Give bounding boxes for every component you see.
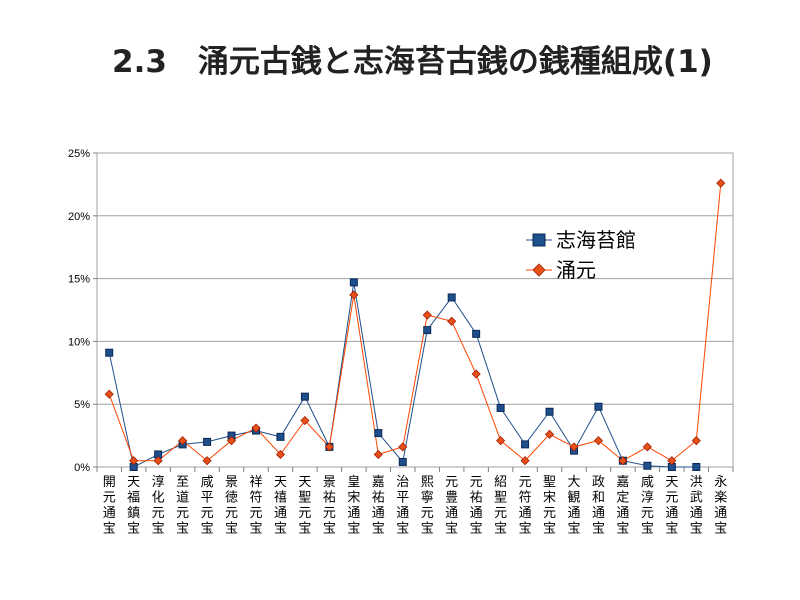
x-axis-ticks: 開元通宝天福鎮宝淳化元宝至道元宝咸平元宝景徳元宝祥符元宝天禧通宝天聖元宝景祐元宝… <box>103 474 728 537</box>
x-tick-label: 天福鎮宝 <box>127 475 140 537</box>
data-point-diamond <box>349 290 359 300</box>
x-tick-label: 大観通宝 <box>567 475 580 537</box>
data-point-diamond <box>275 449 286 460</box>
data-point-diamond <box>642 442 652 452</box>
x-tick-label: 景祐元宝 <box>323 475 336 537</box>
x-tick-label: 嘉定通宝 <box>616 475 629 537</box>
slide-title: 2.3 涌元古銭と志海苔古銭の銭種組成(1) <box>112 44 713 80</box>
data-point-diamond <box>422 310 432 320</box>
data-point-diamond <box>178 436 188 446</box>
gridlines <box>93 152 734 472</box>
x-tick-label: 熙寧元宝 <box>421 475 434 537</box>
data-point-square <box>545 407 554 416</box>
data-point-diamond <box>398 442 408 452</box>
x-tick-label: 至道元宝 <box>176 475 189 537</box>
x-tick-label: 皇宋通宝 <box>347 475 360 537</box>
x-tick-label: 咸平元宝 <box>201 475 214 537</box>
data-point-square <box>643 461 652 470</box>
data-point-square <box>374 429 383 438</box>
x-tick-label: 洪武通宝 <box>690 475 703 537</box>
data-point-diamond <box>129 456 139 466</box>
x-tick-label: 紹聖元宝 <box>494 475 507 537</box>
y-tick-label: 5% <box>74 399 90 411</box>
data-point-diamond <box>251 423 261 433</box>
x-tick-label: 天元通宝 <box>665 475 678 537</box>
data-point-diamond <box>716 178 726 188</box>
data-point-diamond <box>496 436 506 446</box>
data-point-square <box>300 392 309 401</box>
series-line-1 <box>108 282 697 468</box>
x-tick-label: 治平通宝 <box>396 475 409 537</box>
data-point-diamond <box>300 415 310 426</box>
data-point-diamond <box>324 442 334 452</box>
data-point-diamond <box>520 456 530 466</box>
data-point-square <box>594 402 603 411</box>
data-point-diamond <box>471 369 481 379</box>
data-point-diamond <box>226 436 237 446</box>
legend-diamond-icon <box>532 263 546 277</box>
data-point-diamond <box>447 316 457 326</box>
x-tick-label: 聖宋元宝 <box>543 475 556 537</box>
legend-label: 志海苔館 <box>556 228 636 252</box>
x-tick-label: 咸淳元宝 <box>641 475 654 537</box>
data-point-diamond <box>373 449 383 460</box>
data-point-square <box>692 463 701 471</box>
x-tick-label: 祥符元宝 <box>249 475 262 537</box>
data-point-diamond <box>153 456 163 466</box>
x-tick-label: 元豊通宝 <box>445 475 458 537</box>
data-point-square <box>472 329 481 338</box>
y-tick-label: 25% <box>68 148 90 160</box>
data-point-square <box>276 432 285 441</box>
data-point-square <box>105 348 114 357</box>
data-point-square <box>203 437 212 446</box>
data-point-diamond <box>104 389 114 399</box>
y-tick-label: 15% <box>68 274 90 286</box>
data-point-square <box>496 403 505 412</box>
y-axis-ticks: 0% 5% 10% 15% 20% 25% <box>68 148 90 474</box>
x-tick-label: 開元通宝 <box>103 475 116 537</box>
data-point-diamond <box>593 436 604 446</box>
data-point-diamond <box>544 429 555 439</box>
y-tick-label: 20% <box>68 211 90 223</box>
y-tick-label: 10% <box>68 336 90 348</box>
data-point-diamond <box>569 442 579 452</box>
data-point-square <box>447 293 456 302</box>
data-point-diamond <box>618 456 628 466</box>
x-tick-label: 元祐通宝 <box>470 475 483 537</box>
plot-area <box>96 152 734 468</box>
data-point-diamond <box>667 456 677 466</box>
data-point-square <box>349 278 358 287</box>
series-markers <box>104 178 726 471</box>
data-point-diamond <box>202 456 212 466</box>
x-tick-label: 元符通宝 <box>519 475 532 537</box>
y-tick-label: 0% <box>74 462 90 474</box>
legend-label: 涌元 <box>556 258 596 282</box>
legend-square-icon <box>532 233 546 247</box>
data-point-square <box>423 326 432 335</box>
data-point-diamond <box>691 436 701 446</box>
x-tick-label: 嘉祐通宝 <box>372 475 385 537</box>
series-lines <box>108 183 722 468</box>
x-tick-label: 天禧通宝 <box>274 475 287 537</box>
x-tick-label: 淳化元宝 <box>152 474 165 537</box>
data-point-square <box>521 440 530 449</box>
x-tick-label: 景徳元宝 <box>225 475 238 537</box>
x-tick-label: 永楽通宝 <box>714 475 727 537</box>
data-point-square <box>398 457 407 466</box>
series-line-2 <box>108 183 722 462</box>
x-tick-label: 天聖元宝 <box>298 475 311 537</box>
x-tick-label: 政和通宝 <box>592 475 605 537</box>
